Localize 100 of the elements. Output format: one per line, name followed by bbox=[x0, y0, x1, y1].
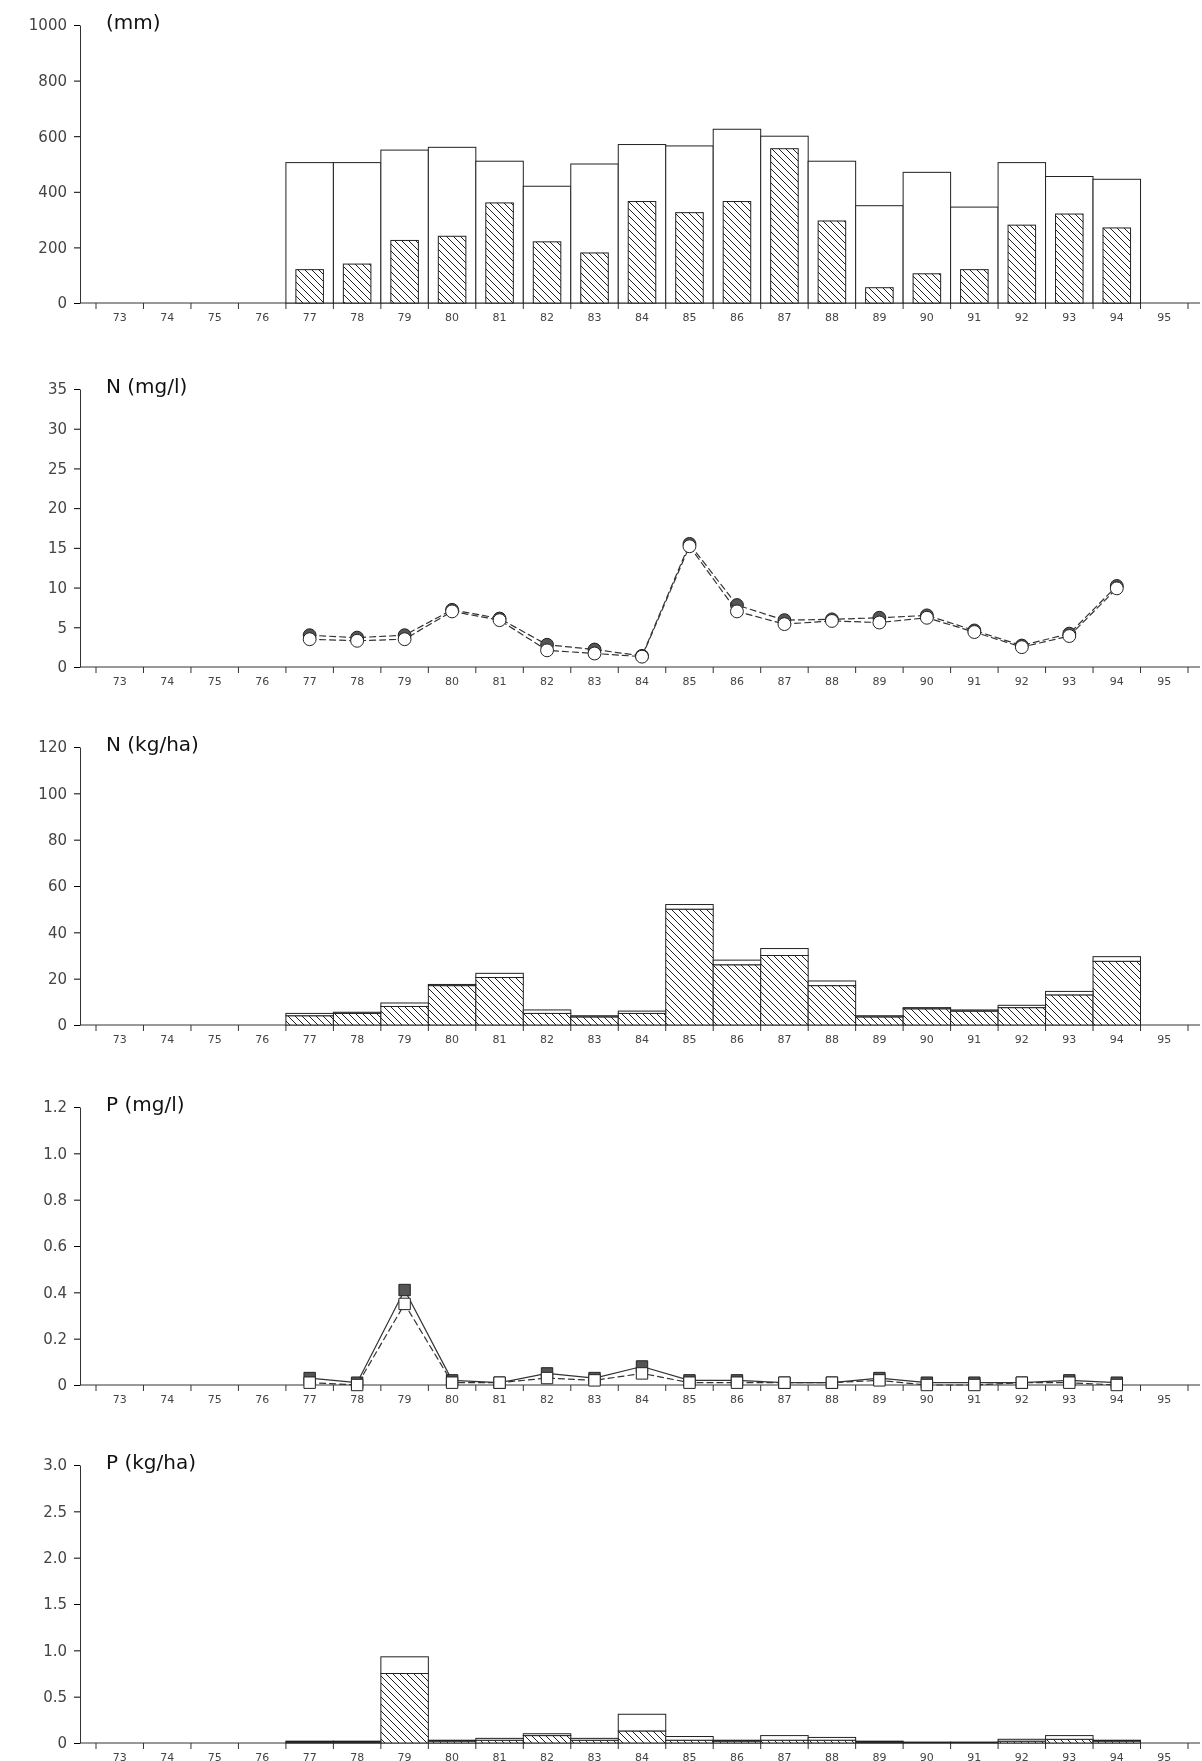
x-tick-label: 78 bbox=[350, 1750, 365, 1761]
x-tick-label: 88 bbox=[824, 1750, 839, 1761]
y-tick-label: 1.5 bbox=[43, 1595, 67, 1614]
x-tick-label: 87 bbox=[777, 1750, 792, 1761]
y-tick-label: 0 bbox=[57, 294, 67, 313]
y-tick-label: 40 bbox=[47, 923, 67, 942]
y-tick-label: 120 bbox=[38, 738, 67, 757]
x-tick-label: 95 bbox=[1157, 310, 1172, 324]
x-tick-label: 83 bbox=[587, 310, 602, 324]
x-tick-label: 78 bbox=[350, 310, 365, 324]
x-tick-label: 92 bbox=[1014, 674, 1029, 688]
x-tick-label: 92 bbox=[1014, 310, 1029, 324]
x-tick-label: 90 bbox=[919, 1750, 934, 1761]
y-tick-label: 1.0 bbox=[43, 1144, 67, 1163]
x-tick-label: 86 bbox=[729, 1750, 744, 1761]
x-tick-label: 74 bbox=[160, 1750, 175, 1761]
x-tick-label: 79 bbox=[397, 310, 412, 324]
y-tick-label: 200 bbox=[38, 238, 67, 257]
x-tick-label: 84 bbox=[635, 674, 649, 688]
x-tick-label: 77 bbox=[302, 1750, 317, 1761]
x-tick-label: 79 bbox=[397, 1392, 412, 1406]
x-tick-label: 95 bbox=[1157, 1392, 1172, 1406]
x-tick-label: 77 bbox=[302, 1392, 317, 1406]
x-tick-label: 83 bbox=[587, 1750, 602, 1761]
x-tick-label: 82 bbox=[540, 1750, 555, 1761]
x-tick-label: 92 bbox=[1014, 1392, 1029, 1406]
x-tick-label: 87 bbox=[777, 674, 792, 688]
x-tick-label: 93 bbox=[1062, 1392, 1077, 1406]
x-tick-label: 95 bbox=[1157, 1032, 1172, 1046]
x-tick-label: 85 bbox=[682, 310, 697, 324]
x-tick-label: 91 bbox=[967, 1032, 982, 1046]
x-tick-label: 89 bbox=[872, 1750, 887, 1761]
x-tick-label: 90 bbox=[919, 310, 934, 324]
x-tick-label: 80 bbox=[445, 310, 460, 324]
x-tick-label: 94 bbox=[1109, 1750, 1124, 1761]
x-tick-label: 81 bbox=[492, 1032, 507, 1046]
x-tick-label: 80 bbox=[445, 1750, 460, 1761]
y-tick-label: 600 bbox=[38, 127, 67, 146]
x-tick-label: 95 bbox=[1157, 1750, 1172, 1761]
x-tick-label: 76 bbox=[255, 1392, 270, 1406]
x-tick-label: 80 bbox=[445, 674, 460, 688]
y-tick-label: 20 bbox=[47, 969, 67, 988]
x-tick-label: 87 bbox=[777, 1032, 792, 1046]
x-tick-label: 93 bbox=[1062, 1032, 1077, 1046]
x-tick-label: 90 bbox=[919, 674, 934, 688]
x-tick-label: 83 bbox=[587, 674, 602, 688]
x-tick-label: 88 bbox=[824, 1032, 839, 1046]
x-tick-label: 74 bbox=[160, 310, 175, 324]
chart-title: N (kg/ha) bbox=[106, 732, 199, 756]
x-tick-label: 77 bbox=[302, 1032, 317, 1046]
x-tick-label: 82 bbox=[540, 1032, 555, 1046]
x-tick-label: 73 bbox=[112, 1392, 127, 1406]
y-tick-label: 1000 bbox=[28, 16, 67, 35]
x-tick-label: 73 bbox=[112, 1032, 127, 1046]
x-tick-label: 89 bbox=[872, 674, 887, 688]
y-tick-label: 800 bbox=[38, 71, 67, 90]
y-tick-label: 0.8 bbox=[43, 1190, 67, 1209]
x-tick-label: 82 bbox=[540, 310, 555, 324]
y-tick-label: 5 bbox=[57, 618, 67, 637]
x-tick-label: 77 bbox=[302, 674, 317, 688]
y-tick-label: 10 bbox=[47, 578, 67, 597]
x-tick-label: 78 bbox=[350, 674, 365, 688]
x-tick-label: 88 bbox=[824, 310, 839, 324]
x-tick-label: 94 bbox=[1109, 310, 1124, 324]
x-tick-label: 76 bbox=[255, 310, 270, 324]
x-tick-label: 85 bbox=[682, 1392, 697, 1406]
x-tick-label: 93 bbox=[1062, 310, 1077, 324]
x-tick-label: 87 bbox=[777, 310, 792, 324]
x-tick-label: 83 bbox=[587, 1032, 602, 1046]
x-tick-label: 78 bbox=[350, 1032, 365, 1046]
chart-title: N (mg/l) bbox=[106, 374, 188, 398]
y-tick-label: 100 bbox=[38, 784, 67, 803]
y-tick-label: 1.2 bbox=[43, 1098, 67, 1117]
y-tick-label: 2.5 bbox=[43, 1502, 67, 1521]
x-tick-label: 95 bbox=[1157, 674, 1172, 688]
y-tick-label: 0 bbox=[57, 658, 67, 677]
y-tick-label: 20 bbox=[47, 499, 67, 518]
x-tick-label: 76 bbox=[255, 674, 270, 688]
x-tick-label: 94 bbox=[1109, 1392, 1124, 1406]
x-tick-label: 82 bbox=[540, 674, 555, 688]
x-tick-label: 79 bbox=[397, 1032, 412, 1046]
x-tick-label: 86 bbox=[729, 674, 744, 688]
x-tick-label: 91 bbox=[967, 1392, 982, 1406]
x-tick-label: 75 bbox=[207, 310, 222, 324]
x-tick-label: 75 bbox=[207, 1032, 222, 1046]
x-tick-label: 90 bbox=[919, 1392, 934, 1406]
y-tick-label: 0.5 bbox=[43, 1687, 67, 1706]
x-tick-label: 94 bbox=[1109, 674, 1124, 688]
x-tick-label: 94 bbox=[1109, 1032, 1124, 1046]
x-tick-label: 79 bbox=[397, 674, 412, 688]
x-tick-label: 75 bbox=[207, 1750, 222, 1761]
y-tick-label: 0 bbox=[57, 1734, 67, 1753]
x-tick-label: 81 bbox=[492, 1750, 507, 1761]
x-tick-label: 87 bbox=[777, 1392, 792, 1406]
y-tick-label: 2.0 bbox=[43, 1548, 67, 1567]
x-tick-label: 74 bbox=[160, 1032, 175, 1046]
x-tick-label: 77 bbox=[302, 310, 317, 324]
x-tick-label: 92 bbox=[1014, 1032, 1029, 1046]
x-tick-label: 91 bbox=[967, 674, 982, 688]
x-tick-label: 81 bbox=[492, 674, 507, 688]
